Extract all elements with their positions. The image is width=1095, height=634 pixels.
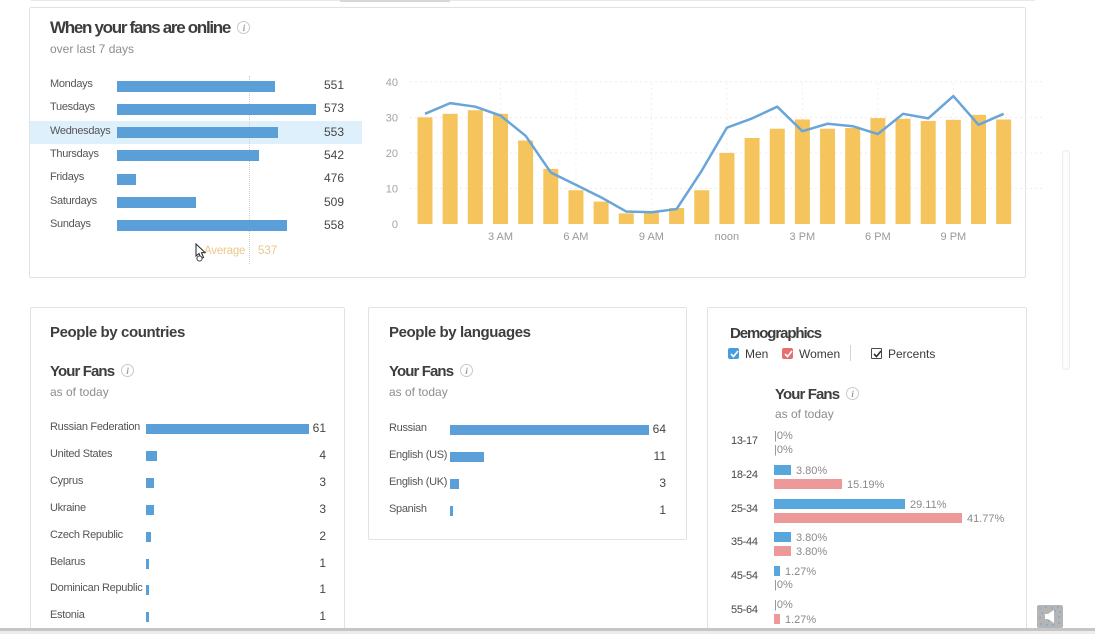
svg-text:0: 0 <box>392 219 398 231</box>
svg-text:3 AM: 3 AM <box>488 231 513 243</box>
svg-text:6 PM: 6 PM <box>865 231 891 243</box>
svg-text:3 PM: 3 PM <box>790 231 816 243</box>
svg-text:20: 20 <box>386 148 398 160</box>
svg-text:40: 40 <box>386 77 398 89</box>
svg-text:30: 30 <box>386 112 398 124</box>
svg-text:9 AM: 9 AM <box>639 231 664 243</box>
svg-text:noon: noon <box>715 231 739 243</box>
svg-text:10: 10 <box>386 183 398 195</box>
svg-text:9 PM: 9 PM <box>941 231 967 243</box>
svg-text:6 AM: 6 AM <box>563 231 588 243</box>
